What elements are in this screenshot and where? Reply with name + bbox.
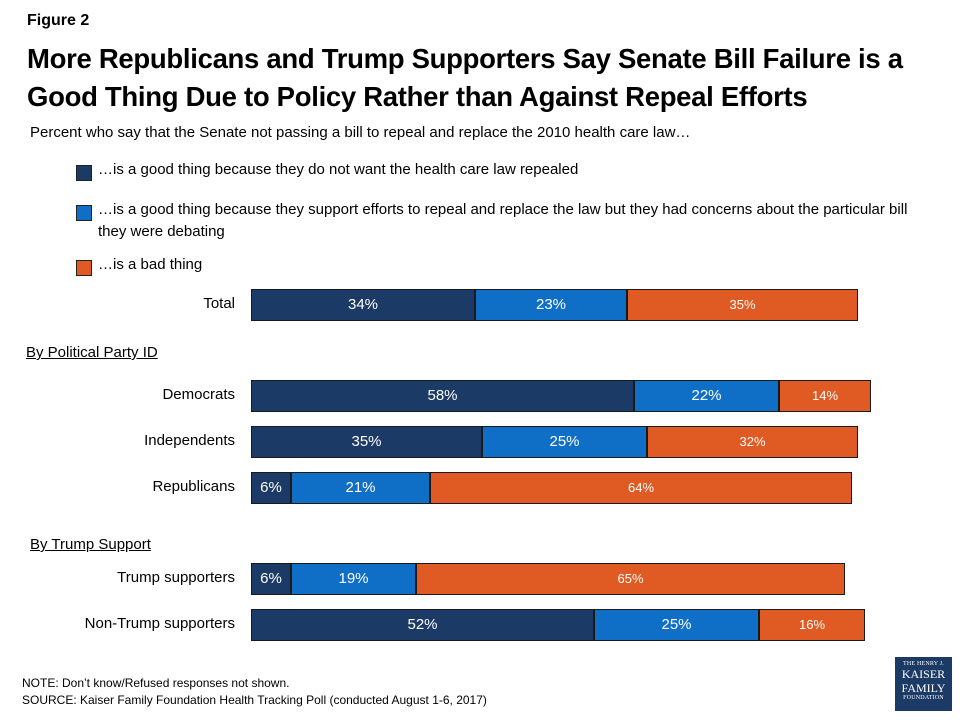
data-label: 22% [691, 387, 722, 404]
segment-bad-thing: 14% [779, 380, 871, 412]
row-label: Non-Trump supporters [84, 615, 235, 632]
data-label: 52% [407, 616, 438, 633]
row-label: Republicans [152, 478, 235, 495]
data-label: 25% [549, 433, 580, 450]
chart-title: More Republicans and Trump Supporters Sa… [27, 43, 903, 112]
segment-bill-concerns: 21% [291, 472, 430, 504]
section-label-party: By Political Party ID [26, 344, 158, 361]
data-label: 64% [627, 480, 655, 495]
logo-line: FOUNDATION [903, 695, 944, 701]
data-label: 34% [347, 296, 379, 313]
figure-label: Figure 2 [27, 12, 90, 29]
legend-swatch-orange [76, 260, 92, 276]
segment-no-repeal: 6% [251, 472, 291, 504]
legend-label: …is a bad thing [98, 256, 203, 273]
data-label: 35% [351, 433, 382, 450]
data-label: 6% [260, 570, 282, 587]
segment-no-repeal: 58% [251, 380, 634, 412]
row-label: Independents [144, 432, 235, 449]
data-label: 23% [535, 296, 567, 313]
logo-line: THE HENRY J. [902, 661, 944, 667]
segment-no-repeal: 35% [251, 426, 482, 458]
logo-line: KAISER [901, 667, 946, 681]
data-label: 35% [729, 297, 756, 312]
data-label: 65% [617, 571, 644, 586]
segment-no-repeal: 6% [251, 563, 291, 595]
segment-no-repeal: 34% [251, 289, 475, 321]
logo-line: FAMILY [901, 681, 946, 695]
data-label: 6% [260, 479, 282, 496]
legend-label: …is a good thing because they support ef… [98, 201, 908, 240]
data-label: 25% [661, 616, 692, 633]
data-label: 32% [739, 434, 766, 449]
segment-bill-concerns: 25% [482, 426, 647, 458]
section-label-trump: By Trump Support [30, 536, 151, 553]
row-label: Democrats [162, 386, 235, 403]
row-label: Total [203, 295, 235, 312]
legend-swatch-medium-blue [76, 205, 92, 221]
segment-bad-thing: 65% [416, 563, 845, 595]
data-label: 16% [798, 617, 826, 632]
segment-bill-concerns: 19% [291, 563, 416, 595]
segment-no-repeal: 52% [251, 609, 594, 641]
note-text: NOTE: Don’t know/Refused responses not s… [22, 676, 290, 690]
legend-swatch-dark-navy [76, 165, 92, 181]
data-label: 19% [338, 570, 369, 587]
legend-label: …is a good thing because they do not wan… [98, 161, 579, 178]
data-label: 21% [345, 479, 376, 496]
segment-bill-concerns: 25% [594, 609, 759, 641]
segment-bad-thing: 35% [627, 289, 858, 321]
kff-logo: THE HENRY J. KAISER FAMILY FOUNDATION [895, 657, 952, 711]
segment-bad-thing: 16% [759, 609, 865, 641]
segment-bad-thing: 64% [430, 472, 852, 504]
segment-bill-concerns: 22% [634, 380, 779, 412]
data-label: 58% [427, 387, 458, 404]
chart-subtitle: Percent who say that the Senate not pass… [30, 124, 691, 141]
row-label: Trump supporters [117, 569, 235, 586]
segment-bill-concerns: 23% [475, 289, 627, 321]
data-label: 14% [811, 388, 839, 403]
segment-bad-thing: 32% [647, 426, 858, 458]
source-text: SOURCE: Kaiser Family Foundation Health … [22, 693, 487, 707]
